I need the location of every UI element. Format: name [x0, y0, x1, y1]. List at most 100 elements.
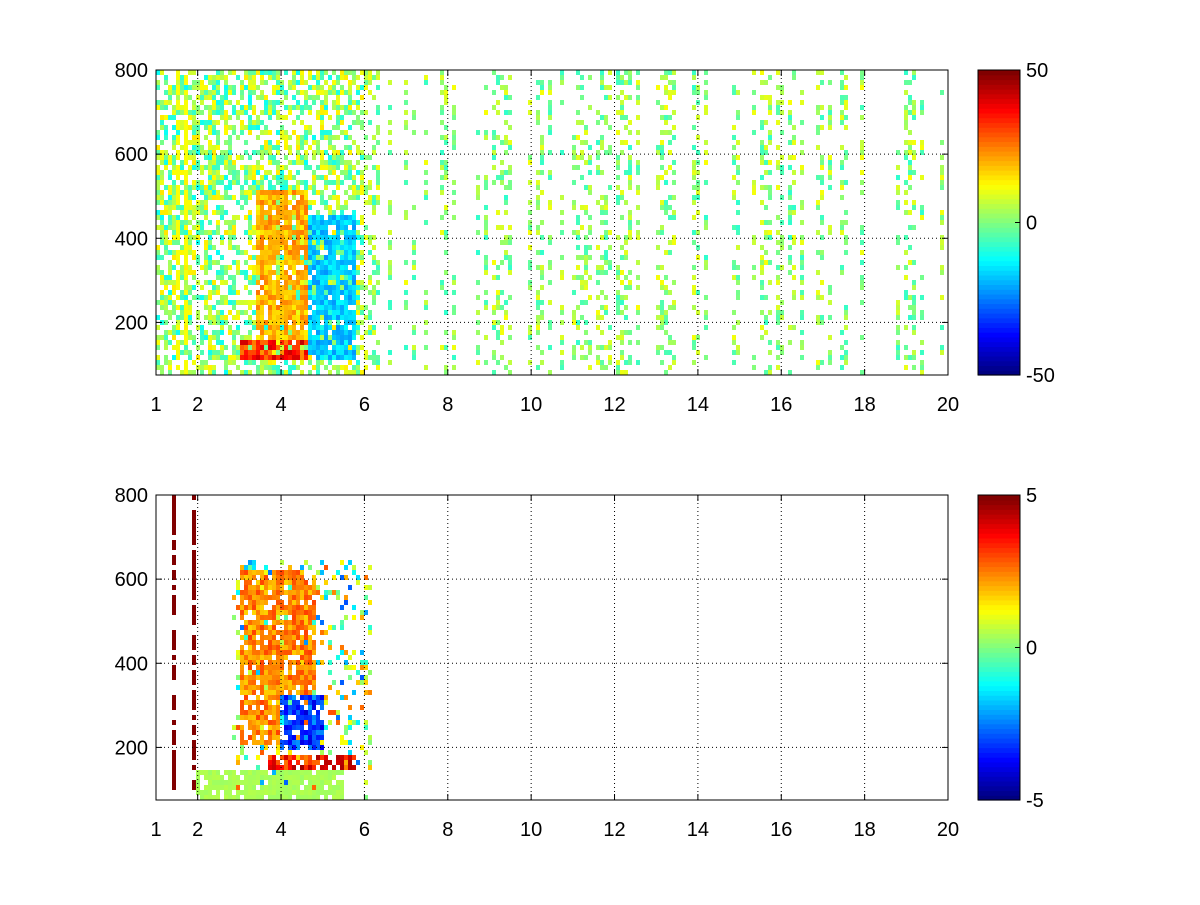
- colorbar-swatch: [978, 733, 1020, 739]
- colorbar-swatch: [978, 571, 1020, 577]
- colorbar-swatch: [978, 165, 1020, 171]
- colorbar-swatch: [978, 556, 1020, 563]
- colorbar-swatch: [978, 590, 1020, 596]
- colorbar-swatch: [978, 112, 1020, 119]
- colorbar-swatch: [978, 227, 1020, 233]
- colorbar-swatch: [978, 189, 1020, 195]
- colorbar-swatch: [978, 776, 1020, 782]
- colorbar-swatch: [978, 547, 1020, 553]
- colorbar-swatch: [978, 203, 1020, 209]
- colorbar-swatch: [978, 346, 1020, 352]
- x-tick-label: 18: [854, 394, 876, 416]
- colorbar-swatch: [978, 141, 1020, 147]
- colorbar-swatch: [978, 365, 1020, 371]
- colorbar-swatch: [978, 623, 1020, 630]
- colorbar-swatch: [978, 146, 1020, 152]
- colorbar-swatch: [978, 117, 1020, 124]
- colorbar-swatch: [978, 74, 1020, 81]
- colorbar-swatch: [978, 84, 1020, 90]
- colorbar-swatch: [978, 251, 1020, 257]
- colorbar-swatch: [978, 495, 1020, 501]
- colorbar-swatch: [978, 241, 1020, 247]
- colorbar: -50 0 50: [977, 60, 1055, 387]
- y-tick-label: 600: [115, 144, 148, 166]
- colorbar-swatch: [978, 351, 1020, 357]
- colorbar-swatch: [978, 236, 1020, 243]
- colorbar-tick-label: -50: [1026, 365, 1055, 387]
- colorbar-swatch: [978, 652, 1020, 658]
- colorbar-swatch: [978, 212, 1020, 219]
- colorbar-swatch: [978, 771, 1020, 777]
- colorbar-swatch: [978, 533, 1020, 539]
- colorbar-swatch: [978, 552, 1020, 558]
- y-tick-label: 600: [115, 569, 148, 591]
- colorbar-swatch: [978, 757, 1020, 763]
- x-tick-label: 12: [603, 394, 625, 416]
- x-tick-label: 14: [687, 394, 709, 416]
- colorbar-swatch: [978, 790, 1020, 796]
- colorbar-tick-label: 50: [1026, 60, 1048, 82]
- colorbar-swatch: [978, 780, 1020, 787]
- colorbar-swatch: [978, 766, 1020, 773]
- colorbar-swatch: [978, 355, 1020, 362]
- x-tick-label: 8: [442, 394, 453, 416]
- colorbar-swatch: [978, 637, 1020, 644]
- colorbar-swatch: [978, 127, 1020, 133]
- colorbar-swatch: [978, 265, 1020, 271]
- colorbar-swatch: [978, 260, 1020, 266]
- colorbar-swatch: [978, 738, 1020, 744]
- y-tick-label: 400: [115, 228, 148, 250]
- colorbar-tick-label: 5: [1026, 485, 1037, 507]
- colorbar-swatch: [978, 370, 1020, 376]
- heatmap-image: [156, 70, 944, 375]
- colorbar-swatch: [978, 122, 1020, 128]
- axes-frame: [155, 494, 949, 801]
- colorbar-swatch: [978, 108, 1020, 114]
- colorbar-swatch: [978, 270, 1020, 276]
- colorbar-swatch: [978, 576, 1020, 582]
- axes-frame: [155, 69, 949, 376]
- grid-lines: [156, 495, 948, 800]
- colorbar-swatch: [978, 155, 1020, 162]
- x-tick-label: 16: [770, 819, 792, 841]
- colorbar-swatch: [978, 685, 1020, 691]
- colorbar-swatch: [978, 198, 1020, 205]
- colorbar-swatch: [978, 308, 1020, 314]
- colorbar-swatch: [978, 179, 1020, 185]
- colorbar-swatch: [978, 131, 1020, 138]
- colorbar-swatch: [978, 284, 1020, 290]
- colorbar-swatch: [978, 170, 1020, 176]
- colorbar-swatch: [978, 795, 1020, 801]
- colorbar-swatch: [978, 747, 1020, 753]
- colorbar-swatch: [978, 752, 1020, 758]
- colorbar-swatch: [978, 103, 1020, 109]
- colorbar-swatch: [978, 336, 1020, 343]
- colorbar-swatch: [978, 93, 1020, 100]
- colorbar-swatch: [978, 714, 1020, 720]
- colorbar-tick-label: 0: [1026, 638, 1037, 660]
- colorbar-swatch: [978, 542, 1020, 549]
- colorbar-swatch: [978, 332, 1020, 338]
- x-tick-label: 10: [520, 819, 542, 841]
- x-tick-label: 18: [854, 819, 876, 841]
- colorbar-swatch: [978, 303, 1020, 309]
- colorbar-swatch: [978, 193, 1020, 200]
- colorbar-swatch: [978, 360, 1020, 367]
- colorbar-swatch: [978, 642, 1020, 649]
- colorbar-swatch: [978, 647, 1020, 653]
- colorbar-swatch: [978, 666, 1020, 672]
- colorbar-swatch: [978, 327, 1020, 333]
- colorbar: -5 0 5: [977, 485, 1044, 812]
- colorbar-swatch: [978, 217, 1020, 224]
- colorbar-swatch: [978, 89, 1020, 95]
- x-tick-label: 4: [275, 819, 286, 841]
- colorbar-swatch: [978, 785, 1020, 792]
- x-tick-label: 12: [603, 819, 625, 841]
- x-tick-label: 6: [359, 819, 370, 841]
- y-tick-label: 800: [115, 60, 148, 82]
- colorbar-swatch: [978, 599, 1020, 606]
- x-tick-label: 6: [359, 394, 370, 416]
- colorbar-swatch: [978, 98, 1020, 104]
